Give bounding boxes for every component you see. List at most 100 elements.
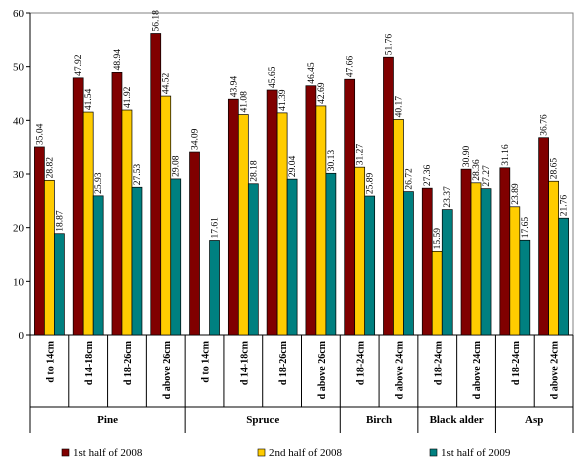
bar [383, 56, 394, 336]
data-label: 47.66 [346, 56, 356, 78]
category-label: d above 24cm [472, 340, 483, 399]
data-label: 45.65 [268, 66, 278, 88]
category-label: d 18-26cm [278, 340, 289, 385]
group-label: Birch [366, 414, 392, 426]
bar [431, 250, 443, 336]
bar [121, 109, 133, 336]
bar [247, 183, 259, 336]
bar [237, 114, 249, 336]
legend-swatch [61, 448, 70, 457]
y-tick-label: 40 [13, 115, 25, 127]
category-label: d to 14cm [201, 340, 212, 382]
data-label: 21.76 [560, 195, 570, 217]
data-label: 23.89 [511, 183, 521, 205]
y-tick-label: 10 [13, 276, 25, 288]
data-label: 27.27 [482, 165, 492, 187]
data-label: 25.89 [366, 172, 376, 194]
data-label: 26.72 [404, 168, 414, 190]
data-label: 28.65 [550, 158, 560, 180]
bar [160, 95, 172, 336]
bar [305, 85, 317, 336]
category-label: d 18-26cm [123, 340, 134, 385]
data-label: 31.16 [501, 144, 511, 166]
data-label: 28.36 [472, 159, 482, 181]
category-label: d 14-18cm [84, 340, 95, 385]
data-label: 43.94 [229, 76, 239, 98]
data-label: 40.17 [394, 96, 404, 118]
category-label: d to 14cm [45, 340, 56, 382]
y-tick-label: 50 [13, 62, 25, 74]
bar [499, 167, 511, 336]
bar [548, 180, 559, 336]
bar [393, 119, 404, 336]
category-label: d 14-18cm [239, 340, 250, 385]
data-label: 27.36 [423, 165, 433, 187]
data-label: 36.76 [540, 114, 550, 136]
data-label: 41.08 [239, 91, 249, 113]
bar [315, 105, 327, 336]
bar [150, 33, 162, 336]
data-label: 51.76 [384, 34, 394, 56]
bar [44, 179, 55, 336]
category-label: d above 26cm [162, 340, 173, 399]
data-label: 35.04 [35, 123, 45, 145]
bar [209, 240, 220, 336]
bar [227, 98, 239, 336]
data-label: 15.59 [433, 228, 443, 250]
bar [509, 206, 521, 336]
bar [34, 146, 45, 336]
category-label: d above 26cm [317, 340, 328, 399]
data-label: 27.53 [133, 164, 143, 186]
bar [441, 209, 453, 336]
data-label: 17.65 [521, 217, 531, 239]
category-label: d above 24cm [394, 340, 405, 399]
group-label: Pine [97, 414, 118, 426]
bar [558, 217, 569, 336]
bar [82, 111, 94, 336]
data-label: 41.39 [278, 89, 288, 111]
data-label: 56.18 [152, 10, 162, 32]
legend-label: 2nd half of 2008 [269, 447, 343, 459]
group-label: Spruce [246, 414, 279, 426]
bar [480, 188, 492, 336]
bar [189, 151, 200, 336]
data-label: 30.13 [327, 150, 337, 172]
data-label: 31.27 [356, 144, 366, 166]
bar [460, 168, 472, 336]
bar [364, 195, 376, 336]
y-tick-label: 0 [19, 330, 25, 342]
legend-swatch [257, 448, 266, 457]
legend-label: 1st half of 2009 [441, 447, 511, 459]
data-label: 18.87 [55, 210, 65, 232]
data-label: 46.45 [307, 62, 317, 84]
data-label: 23.37 [443, 186, 453, 208]
data-label: 42.69 [317, 82, 327, 104]
legend-swatch [429, 448, 438, 457]
bar [111, 72, 123, 336]
data-label: 17.61 [211, 217, 221, 239]
data-label: 28.82 [45, 157, 55, 179]
category-label: d 18-24cm [433, 340, 444, 385]
category-label: d 18-24cm [511, 340, 522, 385]
data-label: 25.93 [94, 172, 104, 194]
legend-label: 1st half of 2008 [73, 447, 143, 459]
data-label: 41.92 [123, 86, 133, 108]
bar [421, 187, 433, 336]
bar [325, 172, 337, 336]
bar [131, 186, 143, 336]
bar [266, 89, 278, 336]
data-label: 28.18 [249, 160, 259, 182]
data-label: 29.04 [288, 156, 298, 178]
group-label: Black alder [430, 414, 484, 426]
bar [276, 112, 288, 336]
bar [538, 137, 549, 336]
bar [354, 166, 366, 336]
data-label: 44.52 [162, 72, 172, 94]
y-tick-label: 30 [13, 169, 25, 181]
bar [519, 239, 531, 336]
bar [403, 191, 414, 336]
data-label: 34.09 [191, 128, 201, 150]
category-label: d 18-24cm [356, 340, 367, 385]
